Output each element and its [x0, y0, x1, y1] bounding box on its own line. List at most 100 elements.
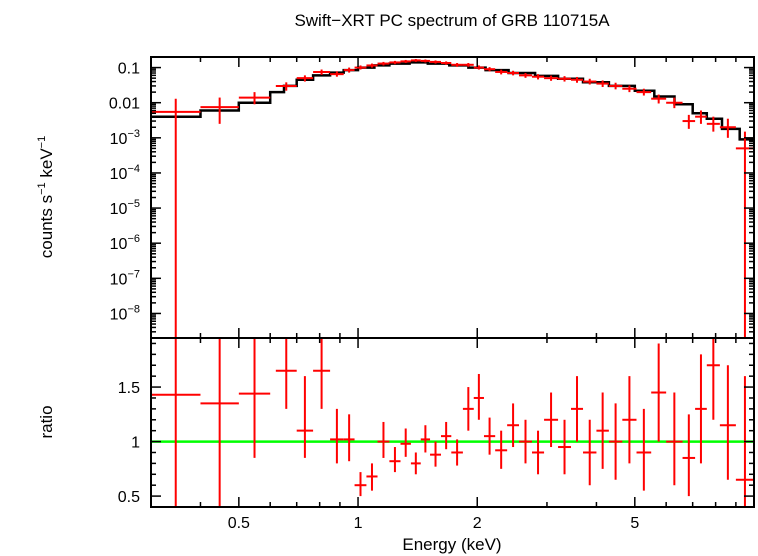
tick-label-exponent: −6 — [127, 233, 140, 245]
ratio-y-tick-label: 0.5 — [118, 489, 140, 506]
spectrum-point-11 — [389, 60, 401, 65]
spectrum-y-axis-label-unit: keV — [37, 148, 56, 183]
ratio-point-38 — [719, 365, 736, 480]
spectrum-y-tick-label: 10−7 — [110, 268, 140, 288]
ratio-point-5 — [313, 338, 331, 409]
spectrum-y-tick-label: 10−4 — [110, 163, 140, 183]
x-tick-label: 2 — [473, 515, 482, 532]
spectrum-point-33 — [651, 94, 667, 104]
ratio-y-tick-label: 1.5 — [118, 380, 140, 397]
spectrum-point-28 — [583, 78, 597, 85]
ratio-point-11 — [389, 447, 401, 473]
spectrum-point-34 — [666, 97, 683, 109]
ratio-point-19 — [473, 373, 484, 420]
spectrum-y-axis-label-base: counts s — [37, 195, 56, 258]
ratio-point-27 — [570, 376, 584, 442]
ratio-point-23 — [519, 419, 532, 464]
ratio-point-0 — [151, 338, 201, 507]
ratio-point-3 — [275, 338, 297, 409]
spectrum-y-axis-label-exponent-2: −1 — [36, 136, 48, 149]
spectrum-data-layer — [151, 59, 754, 338]
spectrum-point-27 — [570, 76, 584, 83]
tick-label-exponent: −8 — [127, 303, 140, 315]
spectrum-point-29 — [596, 80, 609, 87]
ratio-point-4 — [296, 376, 314, 458]
spectrum-y-tick-label: 10−6 — [110, 233, 140, 253]
spectrum-point-22 — [507, 70, 520, 76]
spectrum-point-7 — [343, 67, 355, 73]
ratio-point-26 — [558, 419, 571, 475]
ratio-point-33 — [651, 343, 667, 442]
ratio-point-7 — [343, 414, 355, 462]
ratio-point-17 — [451, 439, 463, 466]
ratio-point-1 — [200, 338, 239, 507]
x-tick-label: 1 — [354, 515, 363, 532]
ratio-point-32 — [636, 408, 652, 491]
spectrum-point-3 — [275, 82, 297, 91]
ratio-point-30 — [608, 403, 623, 480]
spectrum-point-6 — [330, 71, 344, 77]
ratio-point-20 — [483, 417, 496, 455]
spectrum-point-16 — [440, 61, 452, 65]
ratio-point-21 — [495, 430, 508, 469]
spectrum-point-24 — [531, 74, 545, 80]
spectrum-point-2 — [238, 92, 271, 105]
ratio-point-35 — [682, 414, 696, 497]
x-tick-label: 5 — [630, 515, 639, 532]
spectrum-point-18 — [462, 62, 474, 67]
spectrum-point-4 — [296, 75, 314, 82]
model-step-line — [151, 61, 754, 141]
tick-label-base: 0.01 — [109, 96, 140, 113]
ratio-point-24 — [531, 430, 545, 475]
tick-label-exponent: −3 — [127, 128, 140, 140]
spectrum-point-14 — [420, 59, 431, 63]
ratio-point-2 — [238, 338, 271, 458]
spectrum-point-15 — [430, 60, 441, 64]
spectrum-y-axis-label-exponent-1: −1 — [36, 182, 48, 195]
spectrum-point-13 — [410, 59, 421, 62]
spectrum-point-8 — [354, 65, 367, 70]
tick-label-base: 10 — [110, 306, 128, 323]
ratio-point-25 — [544, 392, 559, 448]
spectrum-point-17 — [451, 62, 463, 67]
spectrum-y-tick-label: 10−8 — [110, 303, 140, 323]
spectrum-point-1 — [200, 97, 239, 124]
spectrum-point-35 — [682, 114, 696, 129]
ratio-y-tick-label: 1 — [131, 435, 140, 452]
ratio-point-13 — [410, 452, 421, 475]
ratio-panel-frame — [150, 337, 755, 508]
spectrum-point-31 — [622, 85, 637, 93]
tick-label-base: 10 — [110, 236, 128, 253]
axis-ticks-layer: 0.5 1 2 50.10.0110−310−410−510−610−710−80.5… — [109, 56, 754, 532]
x-tick-label: 0.5 — [228, 515, 250, 532]
spectrum-y-tick-label: 10−5 — [110, 198, 140, 218]
tick-label-base: 10 — [110, 131, 128, 148]
tick-label-exponent: −5 — [127, 198, 140, 210]
ratio-point-29 — [596, 392, 609, 469]
tick-label-base: 10 — [110, 271, 128, 288]
tick-label-exponent: −7 — [127, 268, 140, 280]
ratio-point-8 — [354, 472, 367, 497]
ratio-point-31 — [622, 376, 637, 464]
spectrum-point-26 — [558, 76, 571, 82]
spectrum-point-10 — [377, 61, 390, 66]
spectrum-point-36 — [695, 110, 707, 124]
ratio-point-14 — [420, 425, 431, 453]
spectrum-point-0 — [151, 98, 201, 338]
spectrum-point-32 — [636, 88, 652, 96]
x-axis-label: Energy (keV) — [402, 535, 501, 554]
ratio-point-36 — [695, 354, 707, 464]
ratio-point-22 — [507, 403, 520, 448]
ratio-point-9 — [366, 463, 378, 491]
ratio-y-axis-label: ratio — [37, 405, 56, 438]
ratio-point-12 — [400, 428, 411, 457]
ratio-data-layer — [151, 338, 754, 507]
spectrum-point-37 — [706, 116, 720, 132]
ratio-point-18 — [462, 387, 474, 431]
ratio-point-28 — [583, 419, 597, 486]
tick-label-exponent: −4 — [127, 163, 140, 175]
spectrum-y-tick-label: 0.1 — [118, 61, 140, 78]
spectrum-point-38 — [719, 118, 736, 138]
tick-label-base: 10 — [110, 201, 128, 218]
